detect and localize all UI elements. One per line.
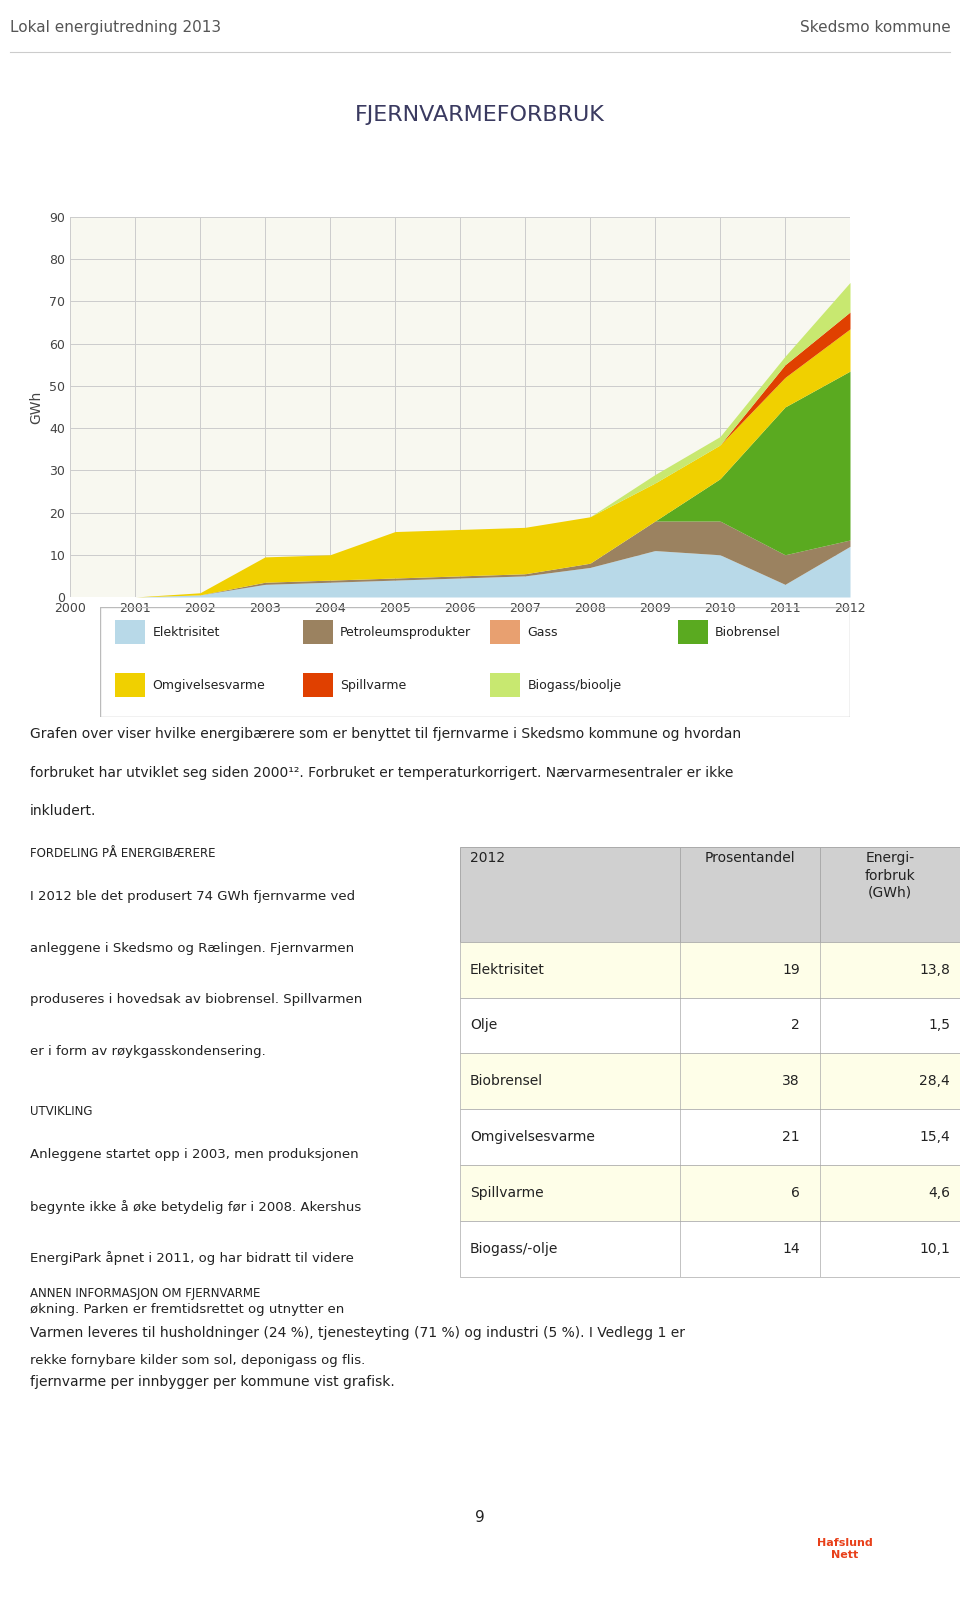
Text: rekke fornybare kilder som sol, deponigass og flis.: rekke fornybare kilder som sol, deponiga… — [30, 1354, 365, 1367]
Bar — [302, 672, 332, 698]
Text: fjernvarme per innbygger per kommune vist grafisk.: fjernvarme per innbygger per kommune vis… — [30, 1375, 395, 1389]
Text: inkludert.: inkludert. — [30, 803, 96, 818]
Text: 10,1: 10,1 — [919, 1242, 950, 1257]
Text: Anleggene startet opp i 2003, men produksjonen: Anleggene startet opp i 2003, men produk… — [30, 1148, 359, 1161]
Text: Olje: Olje — [470, 1019, 497, 1032]
Text: Spillvarme: Spillvarme — [340, 679, 406, 692]
Text: Biobrensel: Biobrensel — [470, 1075, 543, 1088]
Bar — [302, 620, 332, 645]
Bar — [460, 1166, 960, 1222]
Text: 1,5: 1,5 — [928, 1019, 950, 1032]
Text: er i form av røykgasskondensering.: er i form av røykgasskondensering. — [30, 1044, 266, 1057]
Text: Biogass/bioolje: Biogass/bioolje — [527, 679, 622, 692]
Text: Gass: Gass — [527, 626, 558, 639]
Text: ANNEN INFORMASJON OM FJERNVARME: ANNEN INFORMASJON OM FJERNVARME — [30, 1287, 260, 1300]
Text: 13,8: 13,8 — [919, 963, 950, 976]
Text: Hafslund
Nett: Hafslund Nett — [817, 1538, 873, 1560]
Text: 2012: 2012 — [470, 851, 505, 866]
Text: Energi-
forbruk
(GWh): Energi- forbruk (GWh) — [865, 851, 916, 899]
Text: begynte ikke å øke betydelig før i 2008. Akershus: begynte ikke å øke betydelig før i 2008.… — [30, 1199, 361, 1214]
Text: Omgivelsesvarme: Omgivelsesvarme — [153, 679, 265, 692]
Text: 2: 2 — [791, 1019, 800, 1032]
Text: Spillvarme: Spillvarme — [470, 1187, 543, 1201]
Bar — [115, 620, 145, 645]
Bar — [460, 942, 960, 998]
Text: Grafen over viser hvilke energibærere som er benyttet til fjernvarme i Skedsmo k: Grafen over viser hvilke energibærere so… — [30, 727, 741, 741]
Y-axis label: GWh: GWh — [30, 390, 43, 423]
Bar — [115, 672, 145, 698]
Bar — [460, 1222, 960, 1278]
Bar — [460, 998, 960, 1054]
Text: Skedsmo kommune: Skedsmo kommune — [800, 21, 950, 35]
Text: FJERNVARMEFORBRUK: FJERNVARMEFORBRUK — [355, 105, 605, 125]
Text: Biogass/-olje: Biogass/-olje — [470, 1242, 559, 1257]
Text: 4,6: 4,6 — [928, 1187, 950, 1201]
Text: Lokal energiutredning 2013: Lokal energiutredning 2013 — [10, 21, 221, 35]
Text: 14: 14 — [782, 1242, 800, 1257]
Bar — [678, 620, 708, 645]
Text: Elektrisitet: Elektrisitet — [153, 626, 220, 639]
Bar — [460, 1054, 960, 1110]
Text: 19: 19 — [782, 963, 800, 976]
Text: 9: 9 — [475, 1509, 485, 1525]
Text: 28,4: 28,4 — [920, 1075, 950, 1088]
Text: EnergiPark åpnet i 2011, og har bidratt til videre: EnergiPark åpnet i 2011, og har bidratt … — [30, 1250, 354, 1265]
Text: Elektrisitet: Elektrisitet — [470, 963, 545, 976]
Text: 6: 6 — [791, 1187, 800, 1201]
Text: produseres i hovedsak av biobrensel. Spillvarmen: produseres i hovedsak av biobrensel. Spi… — [30, 993, 362, 1006]
Text: I 2012 ble det produsert 74 GWh fjernvarme ved: I 2012 ble det produsert 74 GWh fjernvar… — [30, 890, 355, 902]
Text: Omgivelsesvarme: Omgivelsesvarme — [470, 1131, 595, 1143]
Bar — [490, 620, 520, 645]
Text: forbruket har utviklet seg siden 2000¹². Forbruket er temperaturkorrigert. Nærva: forbruket har utviklet seg siden 2000¹².… — [30, 765, 733, 779]
Text: 15,4: 15,4 — [920, 1131, 950, 1143]
Text: Petroleumsprodukter: Petroleumsprodukter — [340, 626, 471, 639]
Text: Biobrensel: Biobrensel — [715, 626, 780, 639]
Bar — [490, 672, 520, 698]
Text: Prosentandel: Prosentandel — [705, 851, 795, 866]
Text: anleggene i Skedsmo og Rælingen. Fjernvarmen: anleggene i Skedsmo og Rælingen. Fjernva… — [30, 942, 354, 955]
Text: Varmen leveres til husholdninger (24 %), tjenesteyting (71 %) og industri (5 %).: Varmen leveres til husholdninger (24 %),… — [30, 1326, 685, 1340]
Bar — [460, 846, 960, 942]
Text: 21: 21 — [782, 1131, 800, 1143]
Text: FORDELING PÅ ENERGIBÆRERE: FORDELING PÅ ENERGIBÆRERE — [30, 846, 215, 861]
Text: 38: 38 — [782, 1075, 800, 1088]
Text: økning. Parken er fremtidsrettet og utnytter en: økning. Parken er fremtidsrettet og utny… — [30, 1303, 345, 1316]
Bar — [460, 1110, 960, 1166]
Text: UTVIKLING: UTVIKLING — [30, 1105, 92, 1118]
